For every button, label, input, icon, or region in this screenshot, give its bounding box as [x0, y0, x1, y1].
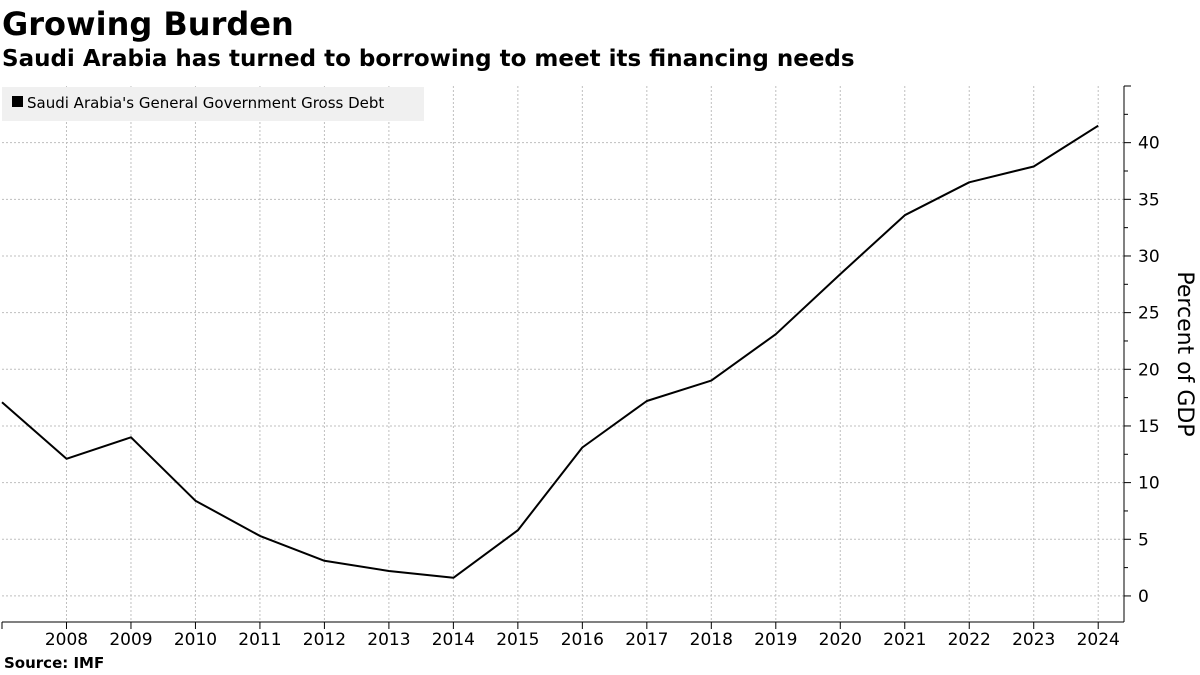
y-axis-label: Percent of GDP — [1172, 271, 1197, 436]
y-tick-label: 5 — [1138, 530, 1149, 550]
legend-box — [2, 87, 424, 121]
y-tick-label: 30 — [1138, 247, 1160, 267]
x-tick-label: 2012 — [303, 630, 346, 650]
x-tick-label: 2014 — [432, 630, 475, 650]
y-tick-label: 10 — [1138, 474, 1160, 494]
x-tick-label: 2013 — [367, 630, 410, 650]
x-tick-label: 2009 — [109, 630, 152, 650]
x-tick-label: 2021 — [883, 630, 926, 650]
x-tick-label: 2023 — [1012, 630, 1055, 650]
source-note: Source: IMF — [4, 654, 105, 672]
grid — [2, 86, 1124, 622]
x-tick-label: 2015 — [496, 630, 539, 650]
x-tick-label: 2024 — [1077, 630, 1120, 650]
series-line — [1, 124, 1099, 579]
x-tick-label: 2022 — [948, 630, 991, 650]
chart-subtitle: Saudi Arabia has turned to borrowing to … — [2, 46, 855, 72]
x-tick-label: 2017 — [625, 630, 668, 650]
axes: 0 5 10 15 20 25 30 35 40 2008 2009 2010 2011 2012 2013… — [1, 85, 1160, 650]
x-tick-label: 2010 — [174, 630, 217, 650]
series — [1, 124, 1099, 579]
x-tick-label: 2019 — [754, 630, 797, 650]
legend-swatch — [12, 96, 23, 107]
x-tick-label: 2016 — [561, 630, 604, 650]
y-tick-label: 25 — [1138, 304, 1160, 324]
y-tick-label: 40 — [1138, 134, 1160, 154]
x-tick-label: 2011 — [238, 630, 281, 650]
x-tick-label: 2008 — [45, 630, 88, 650]
chart-title: Growing Burden — [2, 5, 294, 43]
y-tick-label: 35 — [1138, 190, 1160, 210]
y-tick-label: 15 — [1138, 417, 1160, 437]
legend-label: Saudi Arabia's General Government Gross … — [27, 94, 384, 112]
y-tick-label: 20 — [1138, 360, 1160, 380]
x-tick-label: 2018 — [690, 630, 733, 650]
y-tick-label: 0 — [1138, 587, 1149, 607]
x-tick-label: 2020 — [819, 630, 862, 650]
legend: Saudi Arabia's General Government Gross … — [2, 87, 424, 121]
